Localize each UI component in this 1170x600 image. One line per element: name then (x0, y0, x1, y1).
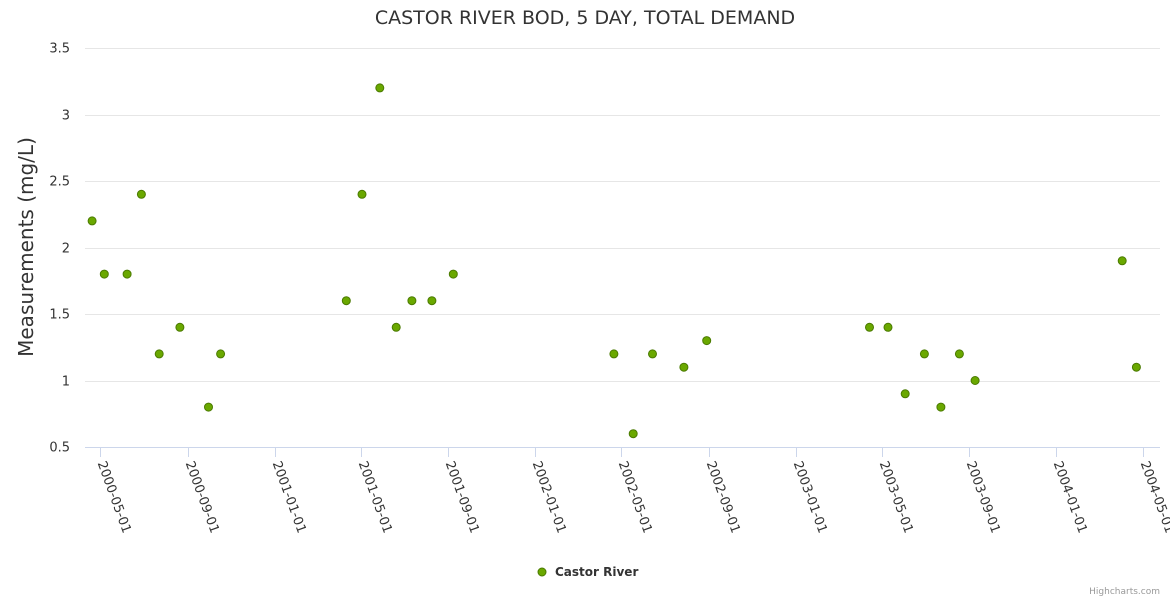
data-point[interactable] (628, 429, 638, 439)
data-point[interactable] (883, 322, 893, 332)
series-castor-river[interactable] (87, 83, 1141, 439)
x-tick-label: 2002-05-01 (615, 459, 655, 535)
data-point[interactable] (122, 269, 132, 279)
x-tick-label: 2004-01-01 (1050, 459, 1090, 535)
x-tick-label: 2003-01-01 (790, 459, 830, 535)
data-point[interactable] (970, 376, 980, 385)
x-axis-labels: 2000-05-01 2000-09-01 2001-01-01 2001-05-01… (94, 447, 1170, 535)
data-point[interactable] (936, 402, 946, 412)
data-point[interactable] (448, 269, 458, 279)
data-point[interactable] (357, 189, 367, 199)
data-point[interactable] (919, 349, 929, 359)
legend[interactable]: Castor River (537, 565, 638, 579)
y-tick-label: 2 (62, 242, 70, 257)
x-tick-label: 2004-05-01 (1137, 459, 1170, 535)
data-point[interactable] (900, 389, 910, 399)
data-point[interactable] (154, 349, 164, 359)
y-tick-label: 1.5 (49, 308, 70, 323)
legend-marker-icon (537, 567, 547, 577)
data-point[interactable] (702, 336, 712, 346)
y-tick-label: 3.5 (49, 42, 70, 57)
x-tick-label: 2002-09-01 (703, 459, 743, 535)
data-point[interactable] (375, 83, 385, 93)
y-tick-label: 0.5 (49, 441, 70, 456)
data-point[interactable] (1117, 256, 1127, 266)
data-point[interactable] (87, 216, 97, 226)
data-point[interactable] (609, 349, 619, 359)
data-point[interactable] (99, 269, 109, 279)
data-point[interactable] (865, 322, 874, 332)
data-point[interactable] (175, 322, 185, 332)
x-tick-label: 2000-09-01 (182, 459, 222, 535)
x-tick-label: 2001-01-01 (269, 459, 309, 535)
y-tick-label: 2.5 (49, 175, 70, 190)
y-axis-labels: 0.5 1 1.5 2 2.5 3 3.5 (49, 42, 70, 456)
y-tick-label: 1 (62, 375, 70, 390)
x-tick-label: 2003-05-01 (876, 459, 916, 535)
data-point[interactable] (427, 296, 437, 306)
data-point[interactable] (341, 296, 351, 306)
x-tick-label: 2001-09-01 (442, 459, 482, 535)
legend-item-castor-river[interactable]: Castor River (555, 565, 638, 579)
data-point[interactable] (204, 402, 213, 412)
x-tick-label: 2000-05-01 (94, 459, 134, 535)
data-point[interactable] (648, 349, 657, 359)
data-point[interactable] (216, 349, 226, 359)
data-point[interactable] (679, 362, 689, 372)
x-tick-label: 2001-05-01 (355, 459, 395, 535)
credits-link[interactable]: Highcharts.com (1089, 587, 1160, 597)
chart-title: CASTOR RIVER BOD, 5 DAY, TOTAL DEMAND (375, 7, 795, 29)
data-point[interactable] (391, 322, 401, 332)
y-axis-title: Measurements (mg/L) (14, 137, 38, 357)
x-tick-label: 2002-01-01 (529, 459, 569, 535)
y-tick-label: 3 (62, 109, 70, 124)
data-point[interactable] (1131, 362, 1141, 372)
data-point[interactable] (954, 349, 964, 359)
y-gridlines (85, 48, 1160, 382)
data-point[interactable] (136, 189, 146, 199)
x-tick-label: 2003-09-01 (963, 459, 1003, 535)
data-point[interactable] (407, 296, 417, 306)
